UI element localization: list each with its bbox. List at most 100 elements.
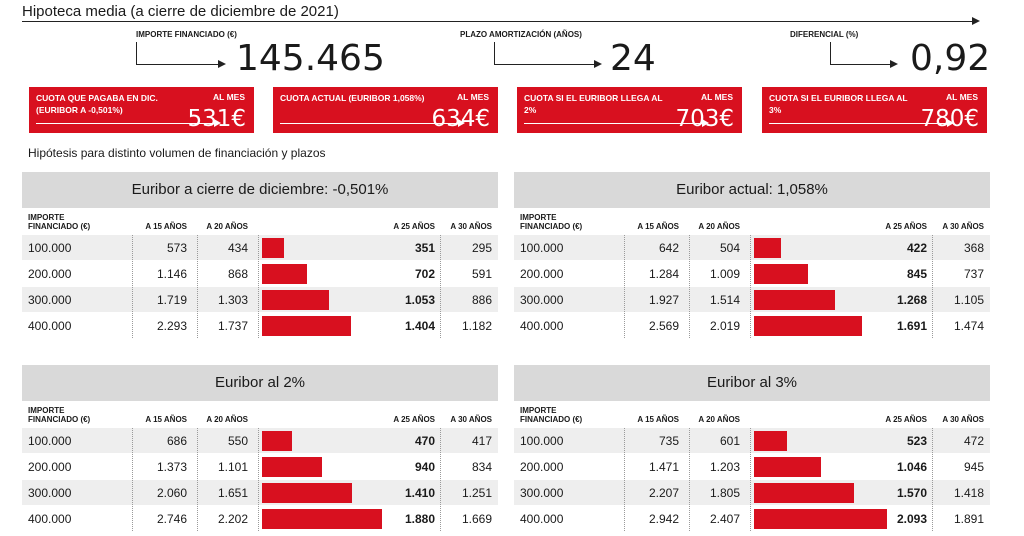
quota-label: CUOTA SI EL EURIBOR LLEGA AL 3% — [769, 93, 908, 115]
column-divider — [624, 287, 625, 312]
cell-value: 2.569 — [648, 319, 679, 333]
column-header: A 30 AÑOS — [942, 222, 984, 231]
quota-value: 531€ — [187, 106, 246, 132]
table-header: IMPORTE FINANCIADO (€) A 15 AÑOS A 20 AÑOS… — [22, 208, 498, 234]
bar — [262, 483, 352, 503]
arrow-right-icon — [214, 119, 221, 127]
metric-connector — [494, 42, 495, 64]
arrow-right-icon — [702, 119, 709, 127]
cell-value: 2.407 — [709, 512, 740, 526]
table-row: 400.000 2.569 2.019 1.691 1.474 — [514, 312, 990, 338]
quota-rule — [36, 123, 216, 124]
column-header: A 20 AÑOS — [698, 415, 740, 424]
quota-unit: AL MES — [701, 92, 733, 102]
quota-label: CUOTA SI EL EURIBOR LLEGA AL 2% — [524, 93, 663, 115]
bar — [754, 457, 821, 477]
column-header: A 30 AÑOS — [450, 415, 492, 424]
cell-value: 434 — [227, 241, 248, 255]
arrow-right-icon — [890, 60, 898, 68]
row-label: 300.000 — [520, 293, 564, 307]
bar — [754, 431, 788, 451]
row-label: 100.000 — [28, 241, 72, 255]
metric-importe: IMPORTE FINANCIADO (€) 145.465 — [136, 30, 385, 82]
bar — [262, 290, 329, 310]
column-header: A 25 AÑOS — [393, 415, 435, 424]
column-divider — [750, 454, 751, 479]
quota-box-2pct: CUOTA SI EL EURIBOR LLEGA AL 2% AL MES 7… — [517, 87, 742, 133]
page-title: Hipoteca media (a cierre de diciembre de… — [22, 3, 339, 20]
bar — [262, 316, 352, 336]
cell-value: 737 — [963, 267, 984, 281]
quota-label: CUOTA ACTUAL (EURIBOR 1,058%) — [280, 93, 425, 103]
row-label: 200.000 — [28, 267, 72, 281]
title-arrow-icon — [972, 17, 980, 25]
column-divider — [132, 428, 133, 453]
cell-value: 1.268 — [896, 293, 927, 307]
column-header: IMPORTE FINANCIADO (€) — [520, 406, 583, 424]
column-divider — [689, 287, 690, 312]
cell-value: 1.514 — [709, 293, 740, 307]
column-divider — [132, 235, 133, 260]
metric-connector — [136, 42, 137, 64]
metric-plazo: PLAZO AMORTIZACIÓN (AÑOS) 24 — [460, 30, 674, 82]
panel-title: Euribor al 2% — [22, 365, 498, 401]
arrow-right-icon — [458, 119, 465, 127]
bar — [262, 509, 382, 529]
column-header: IMPORTE FINANCIADO (€) — [28, 406, 91, 424]
column-divider — [258, 235, 259, 260]
bar — [754, 238, 781, 258]
column-divider — [197, 235, 198, 260]
cell-value: 2.093 — [896, 512, 927, 526]
cell-value: 2.942 — [648, 512, 679, 526]
quota-box-actual: CUOTA ACTUAL (EURIBOR 1,058%) AL MES 634… — [273, 87, 498, 133]
row-label: 200.000 — [28, 460, 72, 474]
column-header: A 25 AÑOS — [885, 415, 927, 424]
column-divider — [132, 506, 133, 531]
row-label: 300.000 — [28, 293, 72, 307]
table-row: 100.000 735 601 523 472 — [514, 427, 990, 453]
cell-value: 591 — [471, 267, 492, 281]
cell-value: 1.880 — [404, 512, 435, 526]
row-label: 400.000 — [28, 512, 72, 526]
quota-unit: AL MES — [457, 92, 489, 102]
table-panel: Euribor actual: 1,058% IMPORTE FINANCIADO… — [514, 172, 990, 338]
arrow-right-icon — [218, 60, 226, 68]
cell-value: 368 — [963, 241, 984, 255]
cell-value: 1.284 — [648, 267, 679, 281]
column-divider — [932, 235, 933, 260]
cell-value: 351 — [414, 241, 435, 255]
cell-value: 735 — [658, 434, 679, 448]
column-divider — [689, 313, 690, 338]
table-row: 300.000 2.207 1.805 1.570 1.418 — [514, 479, 990, 505]
table-row: 300.000 2.060 1.651 1.410 1.251 — [22, 479, 498, 505]
column-divider — [750, 287, 751, 312]
cell-value: 834 — [471, 460, 492, 474]
column-divider — [750, 313, 751, 338]
column-divider — [132, 480, 133, 505]
row-label: 200.000 — [520, 460, 564, 474]
table-header: IMPORTE FINANCIADO (€) A 15 AÑOS A 20 AÑOS… — [22, 401, 498, 427]
column-divider — [624, 261, 625, 286]
cell-value: 945 — [963, 460, 984, 474]
cell-value: 2.019 — [709, 319, 740, 333]
cell-value: 1.046 — [896, 460, 927, 474]
cell-value: 1.251 — [461, 486, 492, 500]
cell-value: 472 — [963, 434, 984, 448]
quota-rule — [524, 123, 704, 124]
metric-connector — [830, 42, 831, 64]
column-divider — [932, 506, 933, 531]
arrow-right-icon — [947, 119, 954, 127]
table-row: 300.000 1.927 1.514 1.268 1.105 — [514, 286, 990, 312]
table-row: 300.000 1.719 1.303 1.053 886 — [22, 286, 498, 312]
cell-value: 417 — [471, 434, 492, 448]
cell-value: 1.053 — [404, 293, 435, 307]
column-divider — [197, 428, 198, 453]
bar — [754, 264, 808, 284]
cell-value: 601 — [719, 434, 740, 448]
column-divider — [197, 506, 198, 531]
cell-value: 940 — [414, 460, 435, 474]
cell-value: 2.060 — [156, 486, 187, 500]
table-header: IMPORTE FINANCIADO (€) A 15 AÑOS A 20 AÑOS… — [514, 208, 990, 234]
cell-value: 1.891 — [953, 512, 984, 526]
cell-value: 1.373 — [156, 460, 187, 474]
